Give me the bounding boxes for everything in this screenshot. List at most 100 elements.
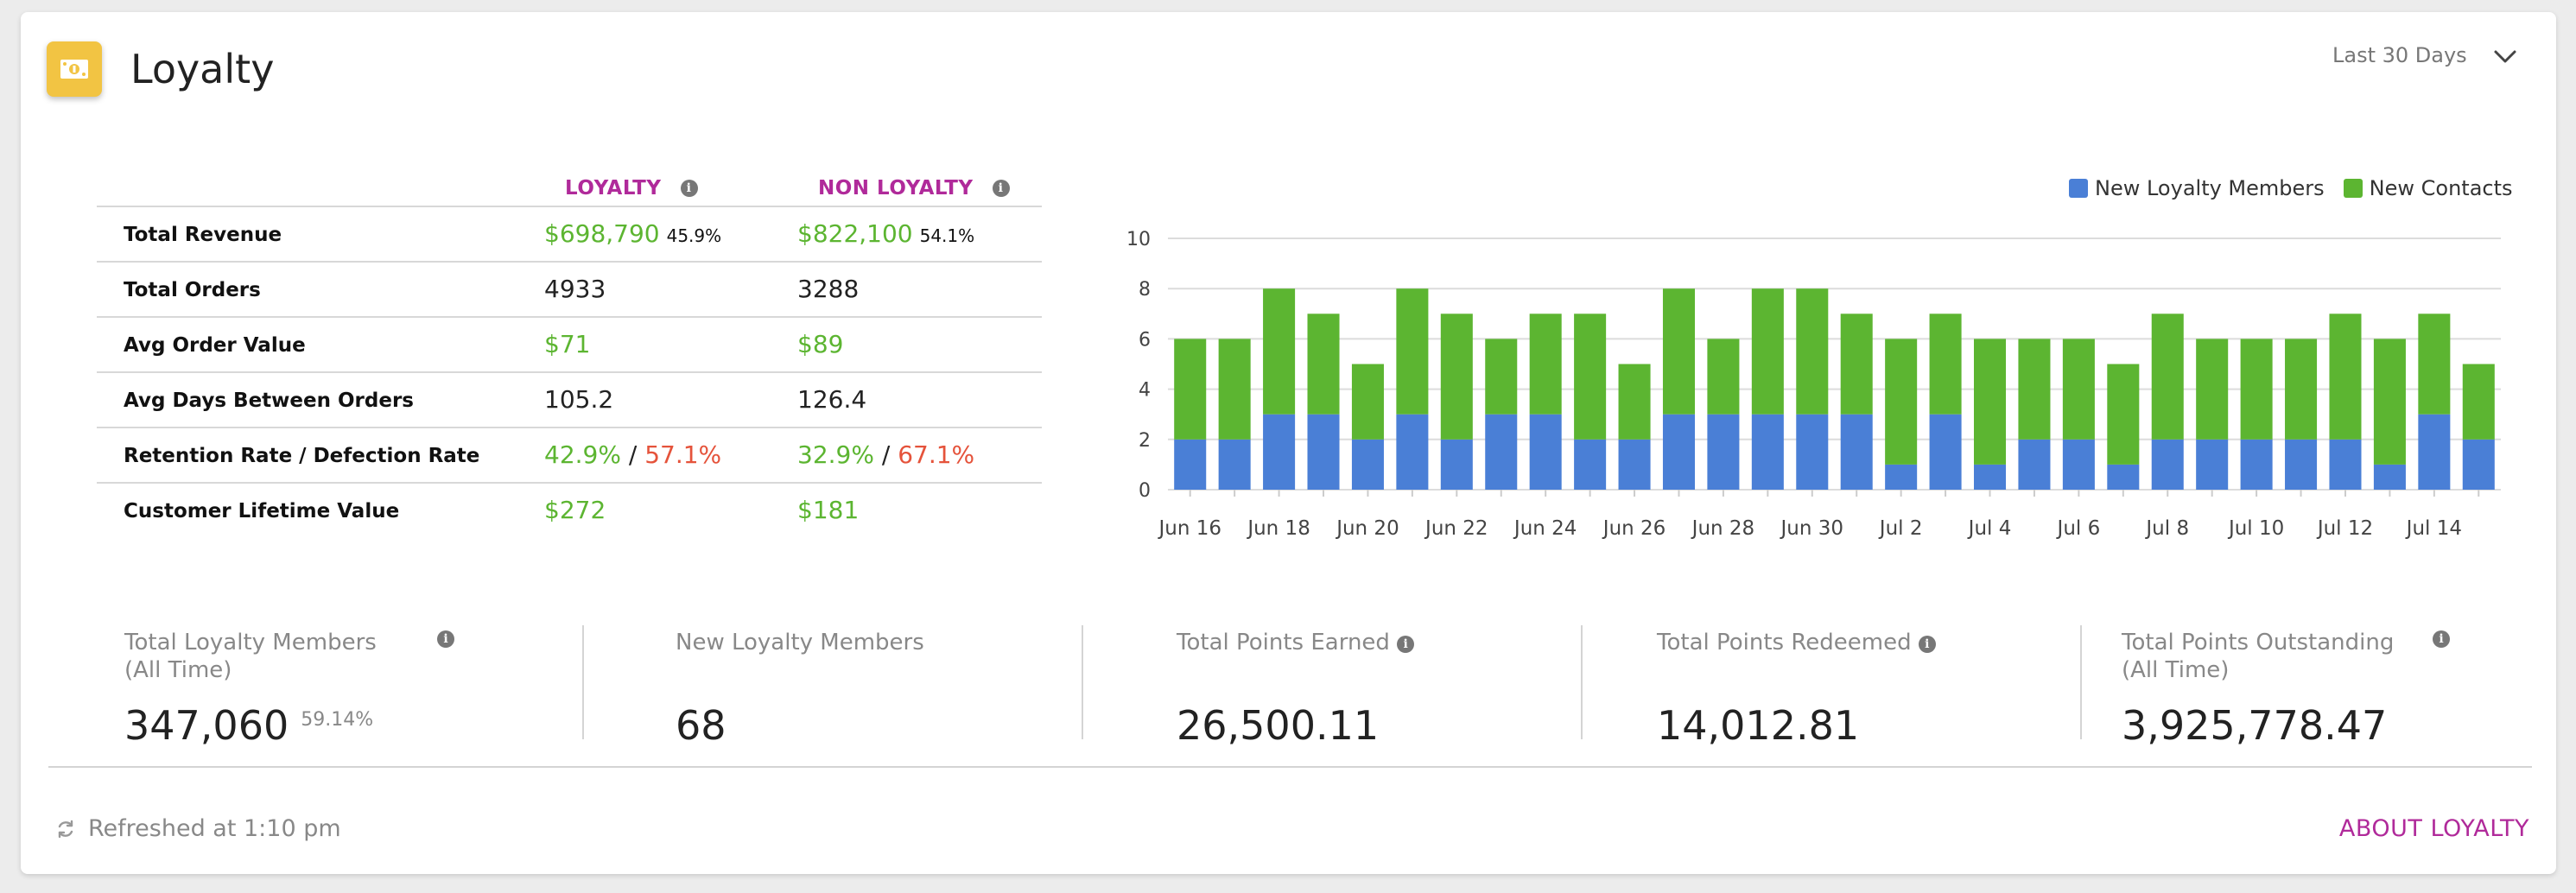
non-loyalty-value: 32.9% / 67.1% bbox=[797, 440, 974, 469]
non-loyalty-column-header: NON LOYALTY i bbox=[818, 177, 1010, 200]
bar-new-contacts bbox=[1529, 314, 1562, 415]
date-range-dropdown[interactable]: Last 30 Days bbox=[2332, 43, 2517, 67]
bar-new-contacts bbox=[1796, 288, 1829, 415]
loyalty-value: 4933 bbox=[544, 275, 606, 303]
defection-rate: 57.1% bbox=[644, 440, 722, 469]
loyalty-revenue-pct: 45.9% bbox=[666, 225, 722, 246]
x-tick-label: Jul 2 bbox=[1878, 517, 1923, 540]
refresh-status[interactable]: Refreshed at 1:10 pm bbox=[55, 815, 341, 842]
stat-label: New Loyalty Members bbox=[676, 630, 924, 656]
bar-new-loyalty-members bbox=[1885, 464, 1918, 490]
row-label: Total Orders bbox=[124, 279, 261, 301]
bar-new-contacts bbox=[1885, 339, 1918, 465]
stat-value: 26,500.11 bbox=[1177, 702, 1380, 749]
bar-new-contacts bbox=[1218, 339, 1251, 440]
bar-new-loyalty-members bbox=[1218, 439, 1251, 490]
y-tick-label: 0 bbox=[1139, 480, 1151, 502]
bar-new-contacts bbox=[1396, 288, 1429, 415]
bar-new-contacts bbox=[1751, 288, 1784, 415]
table-row: Retention Rate / Defection Rate 42.9% / … bbox=[97, 427, 1042, 482]
stat-label: Total Points Redeemed i bbox=[1657, 629, 2020, 656]
info-icon[interactable]: i bbox=[1397, 636, 1415, 653]
bar-new-loyalty-members bbox=[1796, 414, 1829, 490]
stacked-bar-chart: 0 2 4 6 8 10 Jun 16 Jun 18 Jun 20 Jun 22 Jun 24 Jun… bbox=[1126, 229, 2501, 540]
loyalty-revenue: $698,790 bbox=[544, 219, 660, 248]
bar-new-contacts bbox=[2285, 339, 2318, 440]
bar-new-loyalty-members bbox=[1396, 414, 1429, 490]
bar-new-loyalty-members bbox=[2373, 464, 2406, 490]
bar-new-loyalty-members bbox=[1351, 439, 1384, 490]
x-tick-label: Jul 14 bbox=[2405, 517, 2462, 540]
divider bbox=[1082, 625, 1083, 739]
bar-new-loyalty-members bbox=[2062, 439, 2095, 490]
rate-separator: / bbox=[628, 440, 638, 469]
retention-rate: 42.9% bbox=[544, 440, 621, 469]
bar-new-loyalty-members bbox=[2240, 439, 2273, 490]
info-icon[interactable]: i bbox=[2433, 630, 2450, 648]
stat-value: 347,060 59.14% bbox=[124, 702, 373, 749]
defection-rate: 67.1% bbox=[898, 440, 975, 469]
info-icon[interactable]: i bbox=[680, 180, 698, 197]
x-tick-label: Jul 8 bbox=[2144, 517, 2189, 540]
legend-item-loyalty-members[interactable]: New Loyalty Members bbox=[2069, 176, 2325, 200]
stat-total-loyalty-members: Total Loyalty Members (All Time) i 347,0… bbox=[124, 629, 487, 749]
x-tick-label: Jun 22 bbox=[1424, 517, 1488, 540]
bar-new-loyalty-members bbox=[1529, 414, 1562, 490]
stat-value: 14,012.81 bbox=[1657, 702, 1860, 749]
loyalty-value: 105.2 bbox=[544, 385, 614, 414]
x-tick-label: Jun 18 bbox=[1246, 517, 1310, 540]
legend-swatch bbox=[2343, 179, 2363, 198]
table-row: Customer Lifetime Value $272 $181 bbox=[97, 482, 1042, 537]
x-tick-label: Jul 6 bbox=[2056, 517, 2101, 540]
money-bill-icon bbox=[47, 41, 102, 97]
legend-swatch bbox=[2069, 179, 2088, 198]
stat-label: Total Points Outstanding (All Time) bbox=[2122, 630, 2395, 683]
bar-new-loyalty-members bbox=[1974, 464, 2007, 490]
legend-item-new-contacts[interactable]: New Contacts bbox=[2343, 176, 2513, 200]
info-icon[interactable]: i bbox=[1918, 636, 1936, 653]
about-loyalty-link[interactable]: ABOUT LOYALTY bbox=[2338, 815, 2529, 842]
divider bbox=[582, 625, 584, 739]
loyalty-value: $71 bbox=[544, 330, 591, 358]
stat-label: Total Loyalty Members (All Time) bbox=[124, 630, 377, 683]
x-tick-label: Jun 16 bbox=[1157, 517, 1221, 540]
info-icon[interactable]: i bbox=[437, 630, 454, 648]
bar-new-contacts bbox=[2196, 339, 2229, 440]
stat-value: 3,925,778.47 bbox=[2122, 702, 2388, 749]
bar-new-loyalty-members bbox=[1662, 414, 1695, 490]
stat-label-text: Total Points Redeemed bbox=[1657, 630, 1912, 656]
x-tick-label: Jul 10 bbox=[2227, 517, 2284, 540]
loyalty-value: $272 bbox=[544, 496, 606, 524]
bar-new-loyalty-members bbox=[1174, 439, 1207, 490]
comparison-table: Total Revenue $698,790 45.9% $822,100 54.1… bbox=[97, 206, 1042, 537]
chart-legend: New Loyalty Members New Contacts bbox=[2069, 176, 2513, 200]
stat-total-points-redeemed: Total Points Redeemed i 14,012.81 bbox=[1657, 629, 2020, 749]
y-tick-label: 4 bbox=[1139, 380, 1151, 402]
divider bbox=[2080, 625, 2082, 739]
bar-new-contacts bbox=[1351, 364, 1384, 440]
bar-new-contacts bbox=[1840, 314, 1873, 415]
row-label: Avg Order Value bbox=[124, 334, 306, 357]
x-tick-label: Jul 4 bbox=[1967, 517, 2012, 540]
y-tick-label: 10 bbox=[1126, 229, 1151, 250]
bar-new-contacts bbox=[1974, 339, 2007, 465]
retention-rate: 32.9% bbox=[797, 440, 874, 469]
row-label: Retention Rate / Defection Rate bbox=[124, 445, 480, 467]
bar-new-contacts bbox=[2107, 364, 2140, 465]
bar-new-loyalty-members bbox=[1307, 414, 1340, 490]
bar-new-contacts bbox=[1707, 339, 1740, 415]
bar-new-loyalty-members bbox=[1929, 414, 1962, 490]
y-tick-label: 6 bbox=[1139, 329, 1151, 351]
row-label: Total Revenue bbox=[124, 224, 282, 246]
bar-new-contacts bbox=[1618, 364, 1651, 440]
bar-new-contacts bbox=[1174, 339, 1207, 440]
bar-new-loyalty-members bbox=[2196, 439, 2229, 490]
info-icon[interactable]: i bbox=[992, 180, 1010, 197]
bar-new-loyalty-members bbox=[1840, 414, 1873, 490]
bar-new-contacts bbox=[2462, 364, 2495, 440]
bar-new-loyalty-members bbox=[1263, 414, 1296, 490]
bar-new-loyalty-members bbox=[2418, 414, 2451, 490]
y-tick-label: 2 bbox=[1139, 430, 1151, 452]
date-range-label: Last 30 Days bbox=[2332, 43, 2467, 67]
bar-new-contacts bbox=[1307, 314, 1340, 415]
